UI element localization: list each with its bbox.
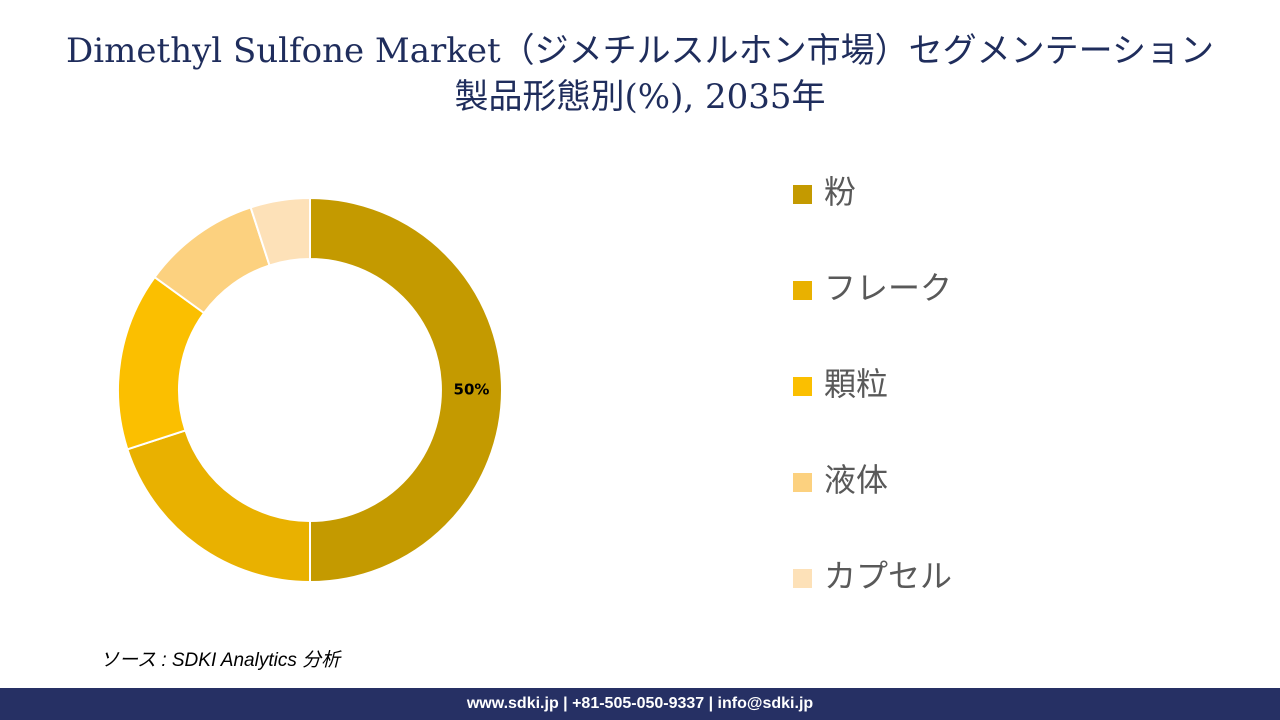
legend-swatch <box>793 569 812 588</box>
chart-title: Dimethyl Sulfone Market（ジメチルスルホン市場）セグメンテ… <box>0 28 1280 120</box>
legend-label: カプセル <box>824 557 952 595</box>
donut-segment <box>309 196 503 584</box>
legend-label: 粉 <box>824 173 856 211</box>
title-line: Dimethyl Sulfone Market（ジメチルスルホン市場）セグメンテ… <box>66 31 1214 71</box>
legend-swatch <box>793 377 812 396</box>
data-label: 50% <box>454 381 490 399</box>
legend-label: フレーク <box>824 269 952 307</box>
legend-swatch <box>793 473 812 492</box>
title-line: 製品形態別(%), 2035年 <box>454 77 826 117</box>
legend-swatch <box>793 185 812 204</box>
footer-bar: www.sdki.jp | +81-505-050-9337 | info@sd… <box>0 688 1280 720</box>
legend-swatch <box>793 281 812 300</box>
source-note: ソース : SDKI Analytics 分析 <box>100 650 341 671</box>
donut-segment <box>126 429 311 584</box>
legend-label: 液体 <box>824 461 888 499</box>
donut-segment <box>249 196 311 267</box>
legend-label: 顆粒 <box>824 365 888 403</box>
